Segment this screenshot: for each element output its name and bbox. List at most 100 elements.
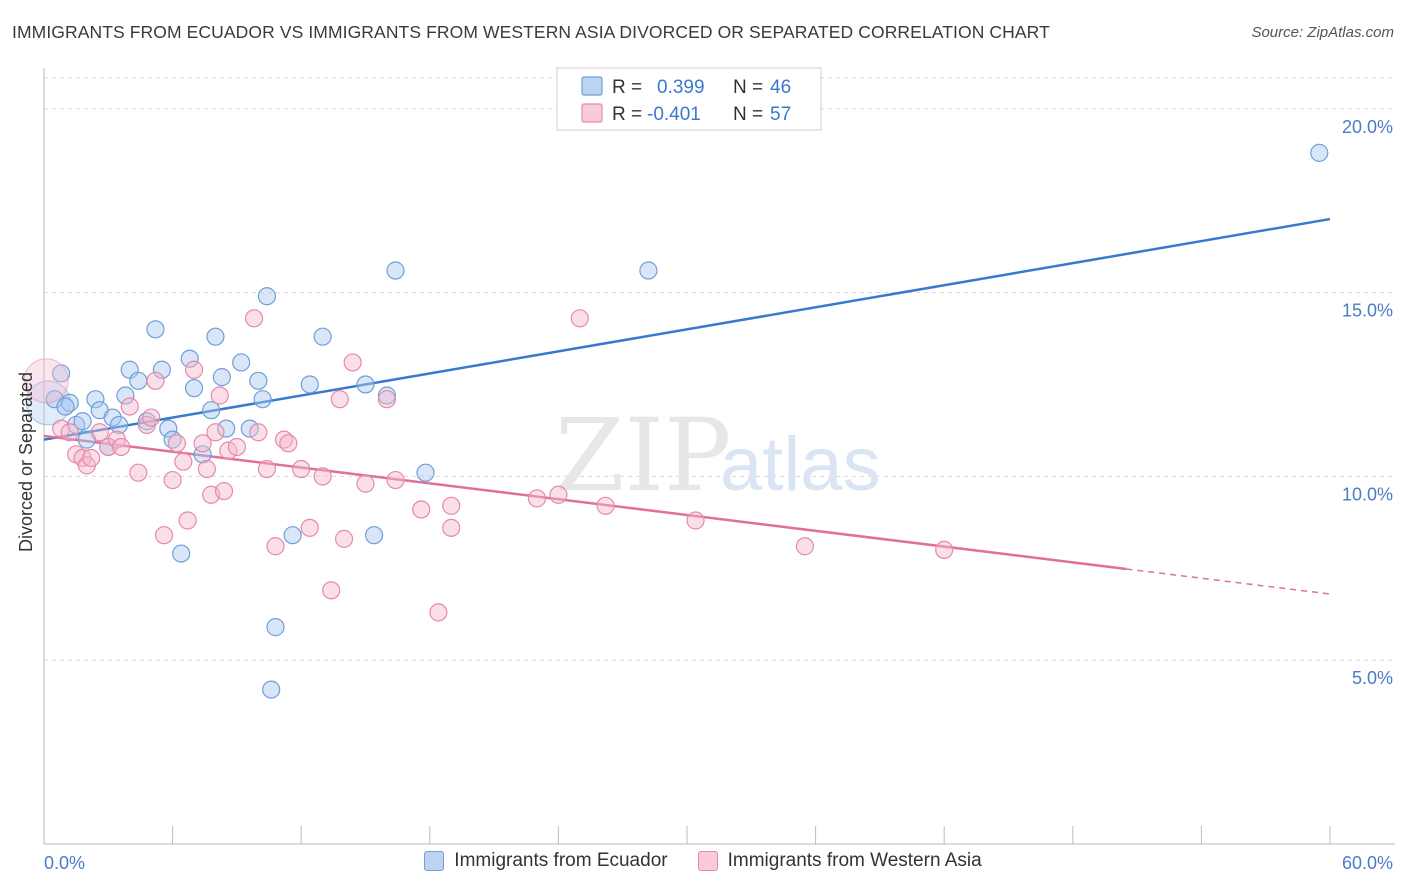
y-axis-label: Divorced or Separated bbox=[16, 372, 36, 552]
point-ecuador-33 bbox=[262, 680, 281, 699]
point-ecuador-28 bbox=[232, 353, 251, 372]
data-points bbox=[23, 143, 1329, 699]
point-western-asia-2 bbox=[60, 423, 79, 442]
point-western-asia-23 bbox=[197, 459, 216, 479]
legend-label-western-asia: Immigrants from Western Asia bbox=[727, 850, 982, 871]
point-western-asia-21 bbox=[184, 360, 204, 379]
point-western-asia-18 bbox=[167, 434, 186, 453]
y-tick-label-2: 15.0% bbox=[1342, 301, 1393, 321]
point-western-asia-52 bbox=[570, 309, 589, 328]
point-western-asia-19 bbox=[174, 452, 193, 471]
point-ecuador-10 bbox=[103, 408, 122, 427]
point-ecuador-17 bbox=[152, 360, 171, 379]
point-western-asia-22 bbox=[193, 434, 212, 453]
stats-n-label-0: N = bbox=[733, 77, 763, 98]
stats-n-label-1: N = bbox=[733, 104, 763, 125]
point-ecuador-30 bbox=[249, 371, 268, 390]
point-ecuador-37 bbox=[313, 327, 332, 346]
point-western-asia-46 bbox=[412, 500, 431, 519]
x-tick-labels: 0.0% 60.0% bbox=[44, 853, 1393, 873]
point-ecuador-31 bbox=[253, 390, 272, 409]
point-western-asia-40 bbox=[330, 390, 349, 409]
stats-legend-swatch-blue bbox=[581, 76, 603, 96]
x-tick-label-max: 60.0% bbox=[1342, 853, 1393, 873]
point-ecuador-12 bbox=[116, 386, 135, 405]
point-western-asia-54 bbox=[686, 511, 705, 530]
trend-line-western-asia-dashed bbox=[1126, 568, 1331, 595]
point-ecuador-24 bbox=[202, 401, 221, 420]
point-western-asia-36 bbox=[292, 459, 311, 479]
point-ecuador-22 bbox=[184, 379, 204, 398]
point-ecuador-20 bbox=[172, 544, 191, 563]
point-western-asia-49 bbox=[442, 496, 461, 515]
point-western-asia-51 bbox=[549, 485, 568, 504]
point-ecuador-38 bbox=[356, 375, 375, 394]
point-western-asia-41 bbox=[334, 529, 354, 548]
y-tick-label-3: 20.0% bbox=[1342, 117, 1393, 137]
point-western-asia-33 bbox=[266, 537, 285, 556]
series-legend: Immigrants from Ecuador Immigrants from … bbox=[0, 850, 1406, 872]
point-western-asia-50 bbox=[527, 489, 547, 508]
point-western-asia-7 bbox=[90, 423, 109, 442]
point-western-asia-37 bbox=[300, 518, 319, 537]
point-ecuador-42 bbox=[416, 463, 435, 482]
point-western-asia-25 bbox=[206, 423, 225, 442]
point-western-asia-0 bbox=[23, 358, 69, 404]
point-western-asia-11 bbox=[120, 397, 139, 416]
point-ecuador-11 bbox=[109, 415, 129, 435]
point-ecuador-45 bbox=[56, 397, 75, 416]
point-western-asia-6 bbox=[82, 448, 101, 468]
point-ecuador-16 bbox=[146, 320, 165, 339]
point-ecuador-7 bbox=[86, 390, 105, 409]
y-tick-labels: 5.0% 10.0% 15.0% 20.0% bbox=[1342, 117, 1393, 688]
point-ecuador-43 bbox=[639, 261, 658, 280]
y-tick-label-0: 5.0% bbox=[1352, 668, 1393, 688]
point-ecuador-35 bbox=[283, 526, 302, 545]
legend-item-ecuador: Immigrants from Ecuador bbox=[424, 850, 668, 872]
point-ecuador-25 bbox=[206, 327, 225, 346]
point-ecuador-44 bbox=[1310, 143, 1329, 162]
point-western-asia-56 bbox=[935, 540, 954, 560]
point-ecuador-27 bbox=[217, 419, 236, 438]
point-western-asia-53 bbox=[596, 496, 615, 515]
point-ecuador-1 bbox=[45, 390, 64, 409]
point-western-asia-44 bbox=[377, 390, 397, 409]
point-ecuador-34 bbox=[266, 618, 285, 637]
stats-r-label-0: R = bbox=[612, 77, 642, 98]
point-western-asia-15 bbox=[146, 371, 165, 390]
trend-line-ecuador bbox=[43, 217, 1331, 441]
point-western-asia-10 bbox=[112, 437, 131, 457]
legend-swatch-pink bbox=[697, 851, 718, 871]
point-western-asia-17 bbox=[163, 470, 182, 490]
point-ecuador-26 bbox=[212, 368, 231, 387]
point-ecuador-32 bbox=[257, 287, 277, 306]
stats-legend-swatch-pink bbox=[581, 103, 603, 123]
point-western-asia-35 bbox=[279, 434, 298, 453]
point-ecuador-41 bbox=[386, 261, 405, 280]
point-western-asia-12 bbox=[129, 463, 148, 482]
stats-r-value-0: 0.399 bbox=[657, 77, 705, 98]
stats-r-label-1: R = bbox=[612, 104, 642, 125]
watermark: ZIP atlas bbox=[555, 397, 881, 514]
point-western-asia-48 bbox=[442, 518, 461, 537]
point-western-asia-27 bbox=[214, 481, 234, 501]
legend-label-ecuador: Immigrants from Ecuador bbox=[454, 850, 668, 871]
watermark-zip: ZIP bbox=[555, 397, 731, 514]
point-ecuador-18 bbox=[159, 419, 178, 438]
point-western-asia-45 bbox=[386, 470, 405, 490]
point-ecuador-14 bbox=[129, 371, 148, 390]
x-tick-label-min: 0.0% bbox=[44, 853, 85, 873]
point-western-asia-14 bbox=[142, 408, 161, 427]
y-tick-label-1: 10.0% bbox=[1342, 484, 1393, 504]
axes bbox=[43, 68, 1395, 845]
stats-r-value-1: -0.401 bbox=[647, 104, 701, 125]
point-western-asia-55 bbox=[795, 537, 814, 556]
point-western-asia-32 bbox=[257, 459, 277, 479]
point-western-asia-38 bbox=[313, 467, 332, 486]
point-ecuador-39 bbox=[364, 526, 384, 545]
point-western-asia-29 bbox=[227, 437, 246, 457]
point-western-asia-39 bbox=[322, 581, 341, 600]
point-ecuador-21 bbox=[180, 349, 199, 368]
source-label: Source: ZipAtlas.com bbox=[1251, 24, 1394, 41]
